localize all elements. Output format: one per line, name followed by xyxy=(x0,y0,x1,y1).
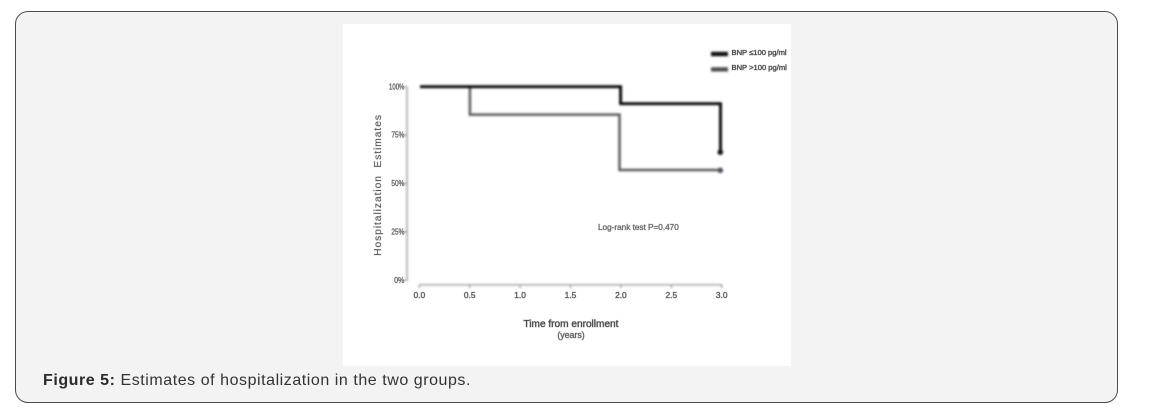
svg-text:(years): (years) xyxy=(557,330,584,340)
svg-text:1.0: 1.0 xyxy=(514,290,526,300)
svg-text:2.5: 2.5 xyxy=(665,290,677,300)
svg-text:BNP ≤100 pg/ml: BNP ≤100 pg/ml xyxy=(732,48,787,57)
svg-text:100%: 100% xyxy=(389,82,404,91)
svg-text:3.0: 3.0 xyxy=(716,290,728,300)
svg-text:Log-rank test P=0.470: Log-rank test P=0.470 xyxy=(598,223,679,232)
svg-text:1.5: 1.5 xyxy=(565,290,577,300)
svg-text:0.5: 0.5 xyxy=(464,290,476,300)
svg-text:Hospitalization Estimates: Hospitalization Estimates xyxy=(373,114,384,256)
svg-text:BNP >100 pg/ml: BNP >100 pg/ml xyxy=(732,63,788,72)
svg-text:75%: 75% xyxy=(391,131,404,140)
svg-text:Time from enrollment: Time from enrollment xyxy=(524,319,619,330)
svg-text:0.0: 0.0 xyxy=(413,290,425,300)
svg-text:2.0: 2.0 xyxy=(615,290,627,300)
svg-text:0%: 0% xyxy=(394,276,404,285)
svg-text:25%: 25% xyxy=(391,228,404,237)
svg-text:50%: 50% xyxy=(391,179,404,188)
